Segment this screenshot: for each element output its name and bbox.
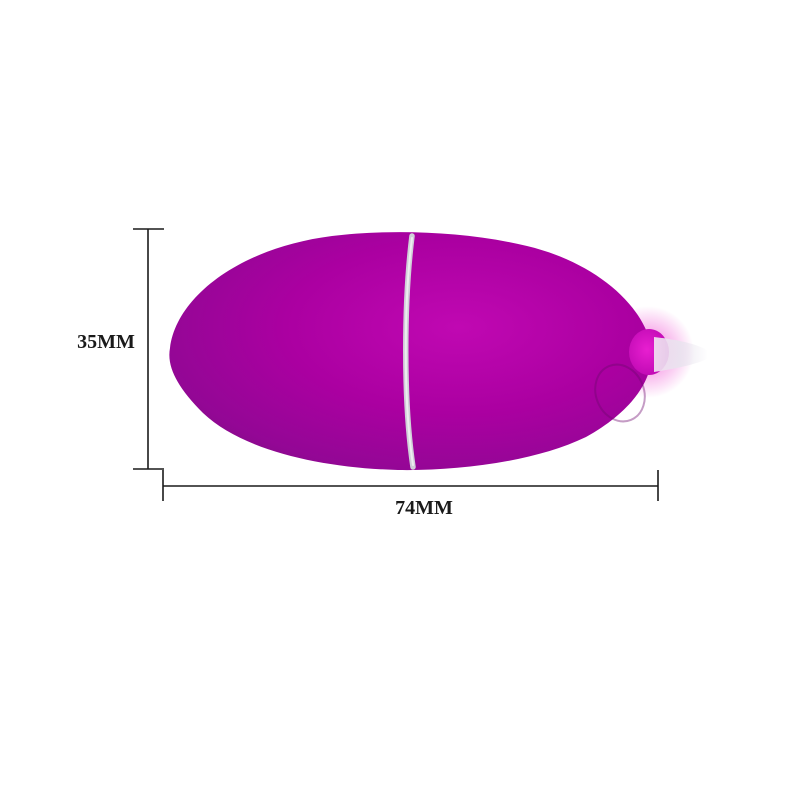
egg-body (169, 232, 652, 471)
control-button-outline (594, 363, 646, 423)
height-dimension-label: 35MM (77, 331, 135, 353)
retrieval-cord (654, 337, 707, 372)
seam-highlight (404, 237, 414, 466)
height-dimension: 35MM (77, 228, 164, 470)
width-dimension: 74MM (162, 470, 659, 519)
width-dimension-label: 74MM (395, 497, 453, 519)
